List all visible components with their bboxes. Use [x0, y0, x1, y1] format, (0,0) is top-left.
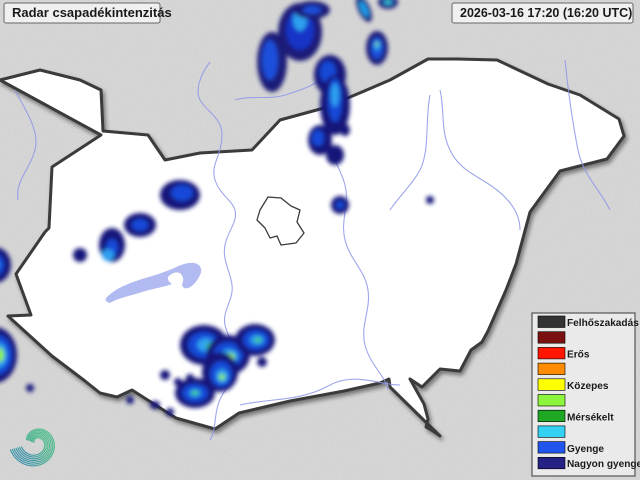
svg-text:Felhőszakadás: Felhőszakadás [567, 318, 639, 329]
svg-text:Közepes: Közepes [567, 381, 609, 392]
svg-text:Mérsékelt: Mérsékelt [567, 413, 614, 424]
svg-text:Nagyon gyenge: Nagyon gyenge [567, 459, 640, 470]
svg-text:Erős: Erős [567, 350, 590, 361]
svg-text:Gyenge: Gyenge [567, 444, 604, 455]
svg-text:2026-03-16 17:20 (16:20 UTC): 2026-03-16 17:20 (16:20 UTC) [460, 6, 632, 20]
svg-text:Radar csapadékintenzitás: Radar csapadékintenzitás [12, 5, 172, 20]
